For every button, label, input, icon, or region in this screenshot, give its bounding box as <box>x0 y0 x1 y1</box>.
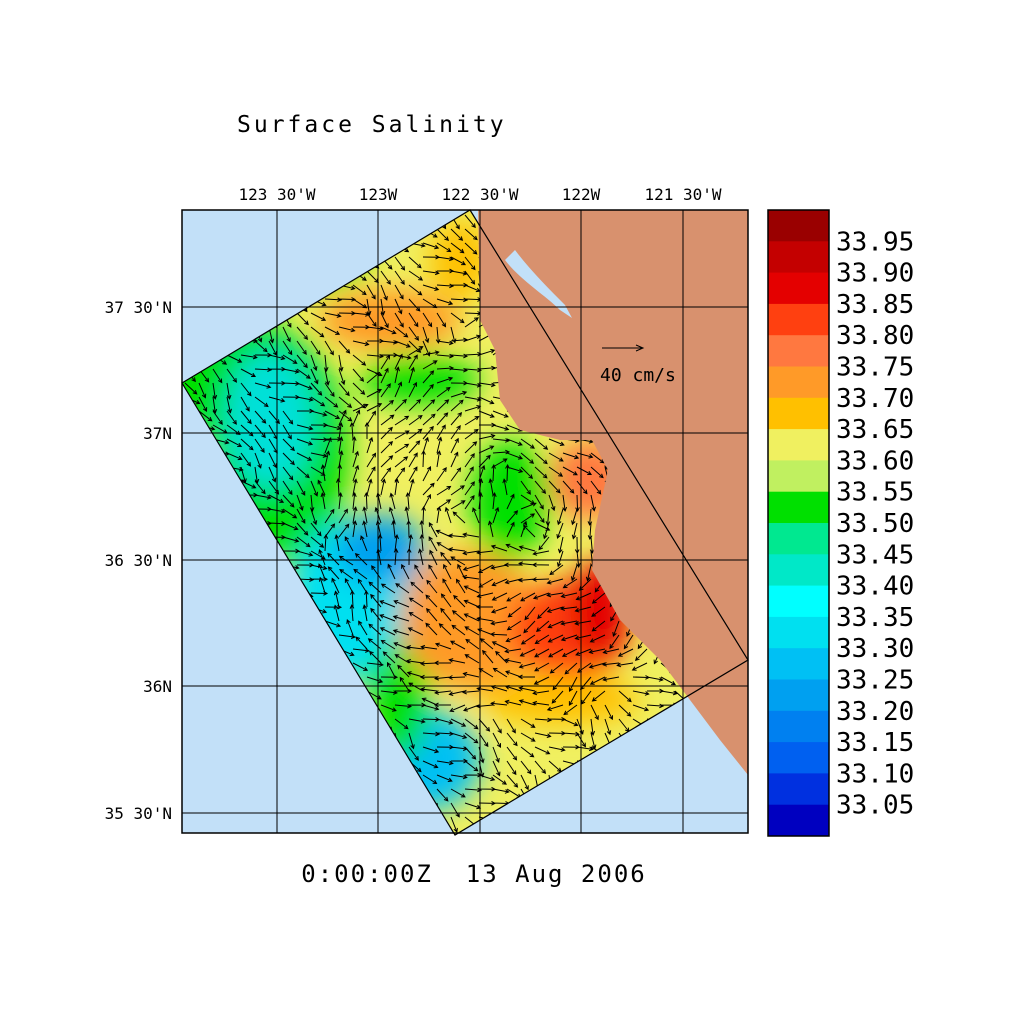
colorbar-label: 33.80 <box>836 321 914 351</box>
colorbar-label: 33.90 <box>836 259 914 289</box>
colorbar-segment <box>768 742 829 774</box>
colorbar-label: 33.65 <box>836 415 914 445</box>
colorbar: 33.9533.9033.8533.8033.7533.7033.6533.60… <box>767 209 914 837</box>
colorbar-label: 33.50 <box>836 509 914 539</box>
lon-tick-label: 122 30'W <box>441 185 518 204</box>
colorbar-label: 33.45 <box>836 540 914 570</box>
colorbar-label: 33.20 <box>836 697 914 727</box>
colorbar-segment <box>768 585 829 618</box>
bay <box>505 250 572 318</box>
graticule <box>182 210 748 833</box>
land-group <box>478 210 748 775</box>
colorbar-label: 33.35 <box>836 603 914 633</box>
map-frame <box>181 209 749 834</box>
colorbar-label: 33.40 <box>836 572 914 602</box>
colorbar-label: 33.75 <box>836 353 914 383</box>
colorbar-label: 33.70 <box>836 384 914 414</box>
colorbar-segment <box>768 366 829 399</box>
colorbar-frame <box>767 209 830 837</box>
date: 0:00:00Z 13 Aug 2006 <box>301 860 646 888</box>
colorbar-label: 33.10 <box>836 759 914 789</box>
colorbar-label: 33.05 <box>836 791 914 821</box>
colorbar-segment <box>768 303 829 336</box>
colorbar-segment <box>768 272 829 305</box>
colorbar-label: 33.55 <box>836 478 914 508</box>
title: Surface Salinity <box>237 112 507 138</box>
colorbar-label: 33.30 <box>836 634 914 664</box>
colorbar-segment <box>768 429 829 461</box>
lon-tick-label: 121 30'W <box>644 185 721 204</box>
lat-tick-label: 37N <box>143 424 172 443</box>
colorbar-segment <box>768 523 829 555</box>
scale-arrow-head <box>635 344 645 352</box>
lat-tick-label: 35 30'N <box>105 804 172 823</box>
colorbar-segment <box>768 804 829 837</box>
lat-tick-label: 36N <box>143 677 172 696</box>
colorbar-segment <box>768 491 829 524</box>
colorbar-segment <box>768 648 829 680</box>
colorbar-segment <box>768 397 829 430</box>
colorbar-segment <box>768 616 829 649</box>
scale-label: 40 cm/s <box>600 365 676 386</box>
colorbar-segment <box>768 679 829 712</box>
colorbar-segment <box>768 460 829 493</box>
lon-tick-label: 123W <box>359 185 398 204</box>
colorbar-segment <box>768 210 829 242</box>
colorbar-label: 33.15 <box>836 728 914 758</box>
colorbar-segment <box>768 773 829 806</box>
lon-tick-label: 122W <box>562 185 601 204</box>
colorbar-segment <box>768 241 829 274</box>
colorbar-label: 33.85 <box>836 290 914 320</box>
lat-tick-label: 36 30'N <box>105 551 172 570</box>
colorbar-label: 33.95 <box>836 227 914 257</box>
colorbar-segment <box>768 335 829 367</box>
lat-tick-label: 37 30'N <box>105 298 172 317</box>
colorbar-segment <box>768 554 829 587</box>
lon-tick-label: 123 30'W <box>238 185 315 204</box>
colorbar-label: 33.60 <box>836 446 914 476</box>
colorbar-segment <box>768 710 829 743</box>
colorbar-label: 33.25 <box>836 666 914 696</box>
land <box>478 210 748 775</box>
